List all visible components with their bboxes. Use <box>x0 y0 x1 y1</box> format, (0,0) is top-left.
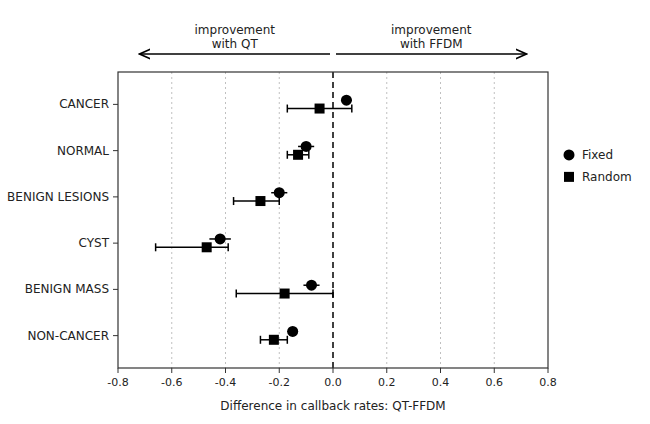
error-cap-high <box>227 243 229 251</box>
error-cap-low <box>260 336 262 344</box>
x-tick-label: 0.6 <box>486 376 504 389</box>
plot-frame <box>118 72 548 368</box>
grid-line <box>171 72 172 368</box>
grid-line <box>279 72 280 368</box>
y-tick <box>113 289 118 290</box>
error-bar <box>156 247 229 249</box>
marks <box>156 95 352 345</box>
x-tick-label: -0.4 <box>215 376 236 389</box>
point <box>269 335 279 345</box>
error-bar-group <box>236 289 333 299</box>
point <box>293 150 303 160</box>
error-bar-group <box>260 335 287 345</box>
grid <box>172 72 495 368</box>
reference-line <box>332 72 334 368</box>
legend-label: Fixed <box>582 148 613 162</box>
y-tick <box>113 196 118 197</box>
point <box>215 233 226 244</box>
error-cap-low <box>287 151 289 159</box>
point <box>255 196 265 206</box>
y-tick-label: CANCER <box>59 97 109 111</box>
point <box>341 95 352 106</box>
x-tick-label: 0.2 <box>378 376 396 389</box>
y-tick-label: NON-CANCER <box>27 329 109 343</box>
error-bar-group <box>287 104 352 114</box>
annotation-arrow <box>140 53 331 55</box>
x-tick <box>171 368 172 373</box>
annotation: improvementwith FFDM <box>391 23 472 51</box>
error-bar-group <box>303 280 319 291</box>
legend-marker <box>564 172 574 182</box>
error-bar-group <box>287 150 309 160</box>
x-tick-label: -0.6 <box>161 376 182 389</box>
error-cap-high <box>308 151 310 159</box>
x-tick-label: 0.0 <box>324 376 342 389</box>
error-cap-high <box>351 105 353 113</box>
x-tick <box>386 368 387 373</box>
x-tick <box>333 368 334 373</box>
grid-line <box>225 72 226 368</box>
grid-line <box>440 72 441 368</box>
x-tick-label: 0.4 <box>432 376 450 389</box>
error-cap-low <box>287 105 289 113</box>
point <box>202 242 212 252</box>
point <box>287 326 298 337</box>
error-bar-group <box>341 95 352 106</box>
point <box>315 104 325 114</box>
x-tick-label: -0.2 <box>269 376 290 389</box>
error-bar-group <box>287 326 298 337</box>
error-cap-low <box>233 197 235 205</box>
x-tick <box>494 368 495 373</box>
y-tick <box>113 335 118 336</box>
y-tick <box>113 104 118 105</box>
error-cap-low <box>155 243 157 251</box>
annotation: improvementwith QT <box>194 23 275 51</box>
x-tick <box>279 368 280 373</box>
x-axis-label: Difference in callback rates: QT-FFDM <box>220 399 445 413</box>
x-tick <box>225 368 226 373</box>
y-tick <box>113 150 118 151</box>
grid-line <box>494 72 495 368</box>
point <box>280 289 290 299</box>
y-tick-label: BENIGN MASS <box>25 282 109 296</box>
error-cap-high <box>332 290 334 298</box>
error-cap-low <box>236 290 238 298</box>
legend-label: Random <box>582 170 632 184</box>
error-bar-group <box>156 242 229 252</box>
y-tick-label: CYST <box>79 236 110 250</box>
x-tick-label: -0.8 <box>107 376 128 389</box>
error-cap-high <box>279 197 281 205</box>
point <box>274 187 285 198</box>
error-cap-high <box>287 336 289 344</box>
legend-marker <box>564 149 575 160</box>
error-bar-group <box>234 196 280 206</box>
x-tick <box>440 368 441 373</box>
y-tick-label: BENIGN LESIONS <box>7 190 109 204</box>
chart: -0.8 -0.6 -0.4 -0.2 0.0 0.2 0.4 0.6 0.8 CANCER NOR… <box>0 0 650 424</box>
y-tick <box>113 243 118 244</box>
grid-line <box>386 72 387 368</box>
x-tick <box>118 368 119 373</box>
error-bar-group <box>209 233 231 244</box>
annotation-arrow <box>336 53 527 55</box>
x-tick-label: 0.8 <box>539 376 557 389</box>
x-tick <box>548 368 549 373</box>
y-tick-label: NORMAL <box>57 144 109 158</box>
point <box>306 280 317 291</box>
error-bar-group <box>271 187 287 198</box>
